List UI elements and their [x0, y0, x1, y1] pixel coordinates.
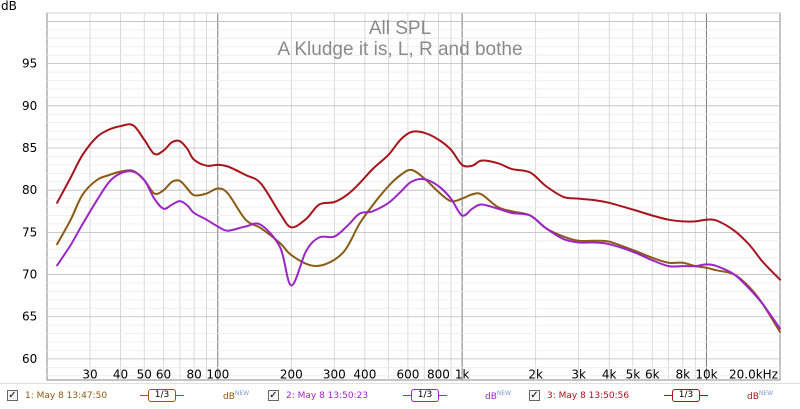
smoothing-button-1[interactable]: 1/3: [140, 389, 184, 402]
chart-subtitle: A Kludge it is, L, R and bothe: [277, 39, 522, 60]
x-tick-label: 6k: [645, 368, 660, 382]
x-tick-label: 8k: [675, 368, 690, 382]
x-tick-label: 40: [113, 368, 128, 382]
plot-area: [46, 12, 781, 381]
y-tick-label: 60: [22, 352, 37, 366]
x-tick-label: 60: [156, 368, 171, 382]
y-tick-label: 75: [22, 225, 37, 239]
series-line-3: [56, 123, 781, 281]
spl-chart: 95 90 85 80 75 70 65 60 30 40 50 60 80 100 200 300 400 60…: [1, 0, 781, 382]
x-tick-label: 1k: [455, 368, 470, 382]
y-tick-label: 65: [22, 310, 37, 324]
x-tick-label: 30: [82, 368, 97, 382]
smoothing-button-2[interactable]: 1/3: [403, 389, 447, 402]
legend-label-1: 1: May 8 13:47:50: [25, 391, 108, 401]
y-tick-label: 70: [22, 268, 37, 282]
x-tick-label: 800: [427, 368, 450, 382]
legend-bar: ✓ 1: May 8 13:47:50 1/3 dBNEW ✓ 2: May 8…: [0, 383, 800, 409]
y-tick-label: 95: [22, 57, 37, 71]
legend-entry-1: ✓ 1: May 8 13:47:50 1/3 dBNEW: [7, 384, 267, 409]
y-tick-label: 85: [22, 141, 37, 155]
x-tick-label: 400: [353, 368, 376, 382]
x-tick-label: 600: [396, 368, 419, 382]
x-tick-label: 80: [186, 368, 201, 382]
smoothing-button-3[interactable]: 1/3: [664, 389, 708, 402]
legend-entry-2: ✓ 2: May 8 13:50:23 1/3 dBNEW: [268, 384, 528, 409]
legend-checkbox-1[interactable]: ✓: [7, 390, 18, 401]
legend-label-3: 3: May 8 13:50:56: [547, 391, 630, 401]
x-tick-label: 3k: [571, 368, 586, 382]
chart-title: All SPL: [369, 18, 431, 39]
legend-checkbox-3[interactable]: ✓: [529, 390, 540, 401]
y-axis-unit-label: dB: [1, 0, 17, 13]
legend-label-2: 2: May 8 13:50:23: [286, 391, 369, 401]
series-line-1: [56, 168, 781, 333]
y-tick-label: 90: [22, 99, 37, 113]
legend-entry-3: ✓ 3: May 8 13:50:56 1/3 dBNEW: [529, 384, 794, 409]
x-tick-label: 4k: [602, 368, 617, 382]
x-tick-label: 20.0kHz: [729, 368, 778, 382]
y-tick-label: 80: [22, 183, 37, 197]
x-tick-label: 300: [323, 368, 346, 382]
curves: [56, 123, 781, 333]
series-line-2: [56, 170, 781, 330]
x-tick-label: 100: [206, 368, 229, 382]
unit-label-2: dBNEW: [485, 390, 512, 402]
unit-label-1: dBNEW: [223, 390, 250, 402]
x-tick-label: 10k: [695, 368, 717, 382]
ticks: 95 90 85 80 75 70 65 60 30 40 50 60 80 100 200 300 400 60…: [22, 57, 778, 382]
legend-checkbox-2[interactable]: ✓: [268, 390, 279, 401]
x-tick-label: 5k: [626, 368, 641, 382]
x-tick-label: 2k: [528, 368, 543, 382]
unit-label-3: dBNEW: [747, 390, 774, 402]
x-tick-label: 50: [137, 368, 152, 382]
x-tick-label: 200: [280, 368, 303, 382]
